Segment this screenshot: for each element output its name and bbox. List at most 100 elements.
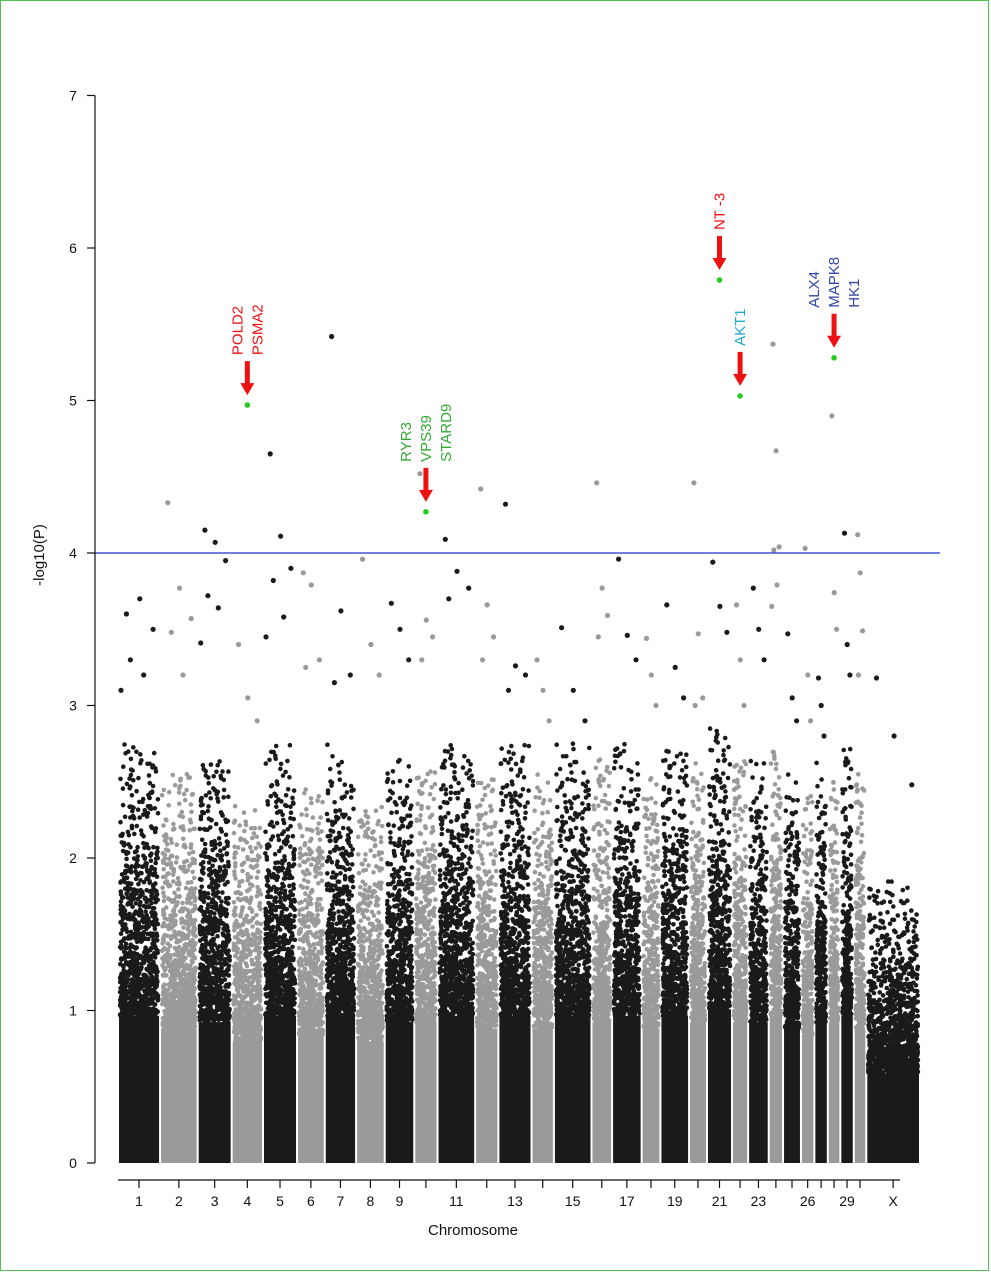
snp-point — [272, 990, 277, 996]
snp-point — [283, 793, 289, 798]
snp-point — [279, 799, 284, 804]
snp-point — [309, 862, 314, 867]
snp-point — [328, 779, 333, 784]
snp-point — [143, 909, 148, 914]
snp-point — [122, 999, 127, 1004]
snp-point — [155, 810, 161, 816]
snp-point — [124, 1011, 130, 1017]
snp-point — [171, 996, 177, 1001]
snp-point — [173, 860, 179, 865]
snp-point — [315, 831, 321, 836]
snp-point — [147, 795, 152, 801]
snp-point — [258, 892, 264, 897]
snp-point — [137, 815, 142, 820]
snp-point — [201, 860, 206, 865]
snp-point — [301, 983, 306, 989]
snp-point — [213, 821, 219, 827]
peak-snp-point — [180, 672, 186, 678]
snp-point — [187, 828, 192, 833]
snp-point — [334, 844, 339, 850]
snp-point — [226, 864, 231, 869]
snp-point — [130, 808, 135, 814]
snp-point — [161, 959, 167, 965]
snp-point — [138, 939, 144, 944]
snp-point — [159, 792, 165, 798]
dense-point-band — [298, 1034, 324, 1163]
snp-point — [258, 1006, 263, 1011]
snp-point — [349, 1005, 354, 1011]
snp-point — [167, 883, 173, 888]
snp-point — [257, 1036, 263, 1042]
snp-point — [301, 1027, 307, 1033]
snp-point — [151, 937, 156, 942]
snp-point — [280, 773, 286, 778]
snp-point — [274, 866, 279, 871]
snp-point — [248, 864, 254, 869]
snp-point — [179, 1014, 185, 1020]
snp-point — [215, 762, 220, 768]
snp-point — [192, 903, 198, 909]
snp-point — [148, 803, 153, 809]
snp-point — [225, 929, 230, 934]
snp-point — [291, 816, 297, 822]
chromosome-points-4 — [231, 641, 264, 1163]
snp-point — [187, 851, 192, 856]
snp-point — [308, 911, 313, 916]
snp-point — [315, 920, 320, 925]
snp-point — [326, 855, 332, 860]
snp-point — [161, 823, 166, 828]
snp-point — [316, 794, 322, 799]
snp-point — [340, 845, 346, 851]
snp-point — [172, 1012, 177, 1017]
snp-point — [252, 808, 258, 813]
snp-point — [257, 900, 263, 906]
snp-point — [255, 853, 261, 858]
peak-snp-point — [176, 585, 183, 591]
snp-point — [301, 859, 306, 865]
snp-point — [129, 977, 134, 982]
snp-point — [206, 804, 211, 809]
snp-point — [308, 896, 313, 902]
snp-point — [188, 820, 194, 825]
snp-point — [264, 1010, 269, 1016]
snp-point — [221, 1003, 227, 1008]
snp-point — [138, 828, 144, 833]
snp-point — [292, 924, 297, 929]
snp-point — [175, 931, 181, 936]
snp-point — [141, 864, 147, 869]
snp-point — [200, 976, 205, 982]
snp-point — [324, 882, 330, 888]
snp-point — [149, 871, 154, 877]
snp-point — [232, 981, 237, 986]
snp-point — [166, 963, 171, 969]
snp-point — [331, 976, 336, 981]
snp-point — [219, 948, 225, 954]
chromosome-points-1 — [117, 596, 161, 1163]
snp-point — [284, 940, 289, 946]
snp-point — [152, 870, 158, 876]
snp-point — [299, 977, 305, 982]
snp-point — [304, 827, 310, 832]
snp-point — [146, 773, 152, 778]
snp-point — [162, 1008, 167, 1014]
snp-point — [263, 945, 269, 951]
snp-point — [155, 845, 160, 851]
snp-point — [269, 917, 275, 923]
snp-point — [178, 864, 183, 870]
snp-point — [142, 993, 148, 998]
snp-point — [312, 1016, 318, 1021]
snp-point — [239, 983, 245, 988]
snp-point — [120, 786, 126, 791]
snp-point — [131, 745, 136, 750]
snp-point — [211, 1017, 216, 1023]
snp-point — [192, 955, 197, 961]
snp-point — [325, 923, 331, 928]
snp-point — [211, 774, 216, 779]
snp-point — [122, 970, 128, 975]
peak-snp-point — [300, 570, 306, 576]
snp-point — [286, 861, 292, 867]
snp-point — [278, 890, 284, 896]
snp-point — [134, 857, 139, 863]
snp-point — [245, 918, 250, 924]
snp-point — [144, 867, 150, 873]
